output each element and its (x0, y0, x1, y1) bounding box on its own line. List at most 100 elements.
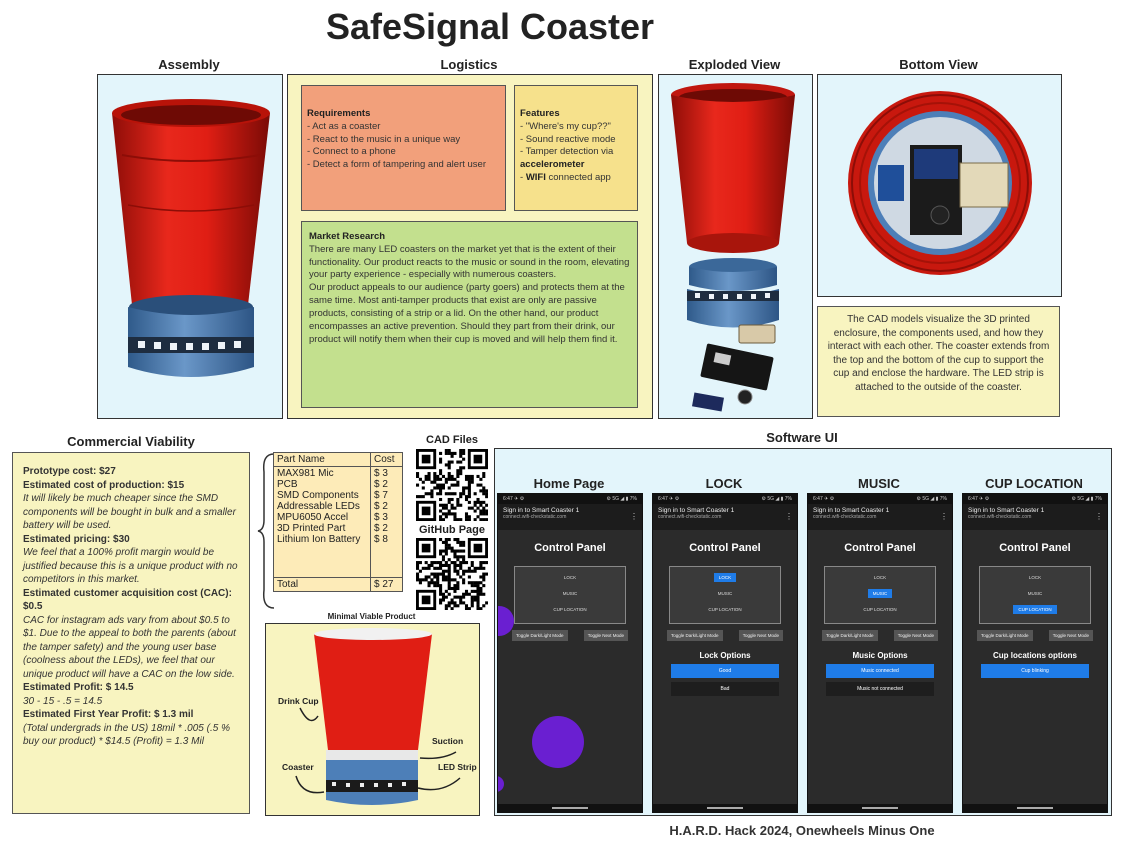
commercial-heading: Commercial Viability (67, 434, 195, 449)
more-icon[interactable]: ⋮ (940, 512, 948, 521)
music-options-title: Music Options (852, 651, 908, 660)
control-panel-title: Control Panel (534, 542, 606, 554)
features-heading: Features (520, 108, 560, 119)
software-heading: Software UI (766, 430, 838, 445)
option-music[interactable]: MUSIC (867, 589, 893, 598)
feature-item: - WIFI connected app (520, 172, 611, 184)
status-time: 6:47 ✈ ⚙ (968, 496, 990, 502)
footer-credit: H.A.R.D. Hack 2024, Onewheels Minus One (669, 823, 935, 838)
assembly-panel (97, 74, 283, 419)
music-connected-button[interactable]: Music connected (826, 664, 934, 678)
phone-music: 6:47 ✈ ⚙ ⚙ 5G ◢ ▮ 7% Sign in to Smart Coa… (807, 493, 953, 813)
first-year-profit-note: (Total undergrads in the US) 18mil * .00… (23, 722, 230, 748)
lock-good-button[interactable]: Good (671, 664, 779, 678)
mvp-heading: Minimal Viable Product (327, 612, 416, 621)
app-bar-title: Sign in to Smart Coaster 1 (503, 507, 580, 514)
app-bar-title: Sign in to Smart Coaster 1 (813, 507, 890, 514)
phone-label-lock: LOCK (705, 476, 743, 491)
requirement-item: - React to the music in a unique way (307, 133, 461, 145)
lock-bad-button[interactable]: Bad (671, 682, 779, 696)
cac: Estimated customer acquisition cost (CAC… (23, 587, 232, 613)
app-bar-title: Sign in to Smart Coaster 1 (968, 507, 1045, 514)
option-cup-location[interactable]: CUP LOCATION (708, 607, 742, 612)
exploded-model (671, 83, 795, 412)
more-icon[interactable]: ⋮ (1095, 512, 1103, 521)
features-note: Features - "Where's my cup??" - Sound re… (514, 85, 638, 211)
toggle-dark-light-button[interactable]: Toggle Dark/Light Mode (512, 630, 568, 641)
app-bar-url: connect.wifi-checkstatic.com (968, 514, 1032, 520)
toggle-dark-light-button[interactable]: Toggle Dark/Light Mode (667, 630, 723, 641)
market-research-heading: Market Research (309, 231, 386, 242)
app-bar-url: connect.wifi-checkstatic.com (658, 514, 722, 520)
option-lock[interactable]: LOCK (1028, 575, 1042, 580)
toggle-next-mode-button[interactable]: Toggle Next Mode (738, 630, 783, 641)
more-icon[interactable]: ⋮ (785, 512, 793, 521)
control-panel-title: Control Panel (689, 542, 761, 554)
app-bar-title: Sign in to Smart Coaster 1 (658, 507, 735, 514)
phone-label-home: Home Page (533, 476, 605, 491)
toggle-dark-light-button[interactable]: Toggle Dark/Light Mode (977, 630, 1033, 641)
option-music[interactable]: MUSIC (1027, 591, 1043, 596)
production-cost: Estimated cost of production: $15 (23, 479, 185, 491)
assembly-cup-model (112, 99, 270, 377)
github-qr-code[interactable] (416, 538, 488, 610)
market-research-note: Market Research There are many LED coast… (301, 221, 638, 408)
profit: Estimated Profit: $ 14.5 (23, 682, 134, 693)
cup-blinking-button[interactable]: Cup blinking (981, 664, 1089, 678)
callout-coaster: Coaster (282, 762, 314, 772)
status-icons: ⚙ 5G ◢ ▮ 7% (1071, 496, 1102, 502)
option-cup-location[interactable]: CUP LOCATION (553, 607, 587, 612)
toggle-next-mode-button[interactable]: Toggle Next Mode (893, 630, 938, 641)
cost-table-header-cost: Cost (370, 452, 403, 467)
phone-label-music: MUSIC (858, 476, 900, 491)
mode-selector: LOCK MUSIC CUP LOCATION (979, 566, 1091, 624)
app-bar-url: connect.wifi-checkstatic.com (503, 514, 567, 520)
option-lock[interactable]: LOCK (873, 575, 887, 580)
requirement-item: - Connect to a phone (307, 146, 396, 158)
more-icon[interactable]: ⋮ (630, 512, 638, 521)
option-cup-location[interactable]: CUP LOCATION (1013, 605, 1057, 614)
feature-item: - Tamper detection via (520, 146, 614, 158)
github-heading: GitHub Page (418, 524, 485, 536)
mode-selector: LOCK MUSIC CUP LOCATION (824, 566, 936, 624)
callout-suction: Suction (432, 736, 464, 746)
toggle-dark-light-button[interactable]: Toggle Dark/Light Mode (822, 630, 878, 641)
cost-table-total-label: Total (273, 577, 371, 592)
requirement-item: - Act as a coaster (307, 120, 381, 132)
status-time: 6:47 ✈ ⚙ (503, 496, 525, 502)
control-panel-title: Control Panel (844, 542, 916, 554)
cost-table-costs: $ 3 $ 2 $ 7 $ 2 $ 3 $ 2 $ 8 (370, 466, 403, 578)
callout-drink-cup: Drink Cup (278, 696, 319, 706)
pricing: Estimated pricing: $30 (23, 533, 130, 545)
option-music[interactable]: MUSIC (562, 591, 578, 596)
cost-table-total: $ 27 (370, 577, 403, 592)
cad-files-heading: CAD Files (426, 434, 478, 446)
requirements-note: Requirements - Act as a coaster - React … (301, 85, 506, 211)
cad-files-qr-code[interactable] (416, 449, 488, 521)
music-not-connected-button[interactable]: Music not connected (826, 682, 934, 696)
cup-location-options-title: Cup locations options (993, 651, 1077, 660)
cost-brace (257, 453, 275, 609)
status-icons: ⚙ 5G ◢ ▮ 7% (916, 496, 947, 502)
cost-table: Part Name Cost MAX981 Mic PCB SMD Compon… (273, 452, 403, 592)
option-music[interactable]: MUSIC (717, 591, 733, 596)
toggle-next-mode-button[interactable]: Toggle Next Mode (583, 630, 628, 641)
purple-blob (498, 606, 514, 636)
option-lock[interactable]: LOCK (713, 573, 737, 582)
option-lock[interactable]: LOCK (563, 575, 577, 580)
requirements-heading: Requirements (307, 108, 371, 119)
toggle-next-mode-button[interactable]: Toggle Next Mode (1048, 630, 1093, 641)
status-time: 6:47 ✈ ⚙ (813, 496, 835, 502)
feature-item: - "Where's my cup??" (520, 120, 611, 132)
bottom-view-panel (817, 74, 1062, 297)
page-title: SafeSignal Coaster (325, 6, 655, 47)
purple-blob (532, 716, 584, 768)
option-cup-location[interactable]: CUP LOCATION (863, 607, 897, 612)
assembly-heading: Assembly (158, 57, 220, 72)
logistics-heading: Logistics (440, 57, 498, 72)
cost-table-parts: MAX981 Mic PCB SMD Components Addressabl… (273, 466, 371, 578)
status-icons: ⚙ 5G ◢ ▮ 7% (761, 496, 792, 502)
status-icons: ⚙ 5G ◢ ▮ 7% (606, 496, 637, 502)
cad-description-note: The CAD models visualize the 3D printed … (817, 306, 1060, 417)
exploded-heading: Exploded View (688, 57, 781, 72)
